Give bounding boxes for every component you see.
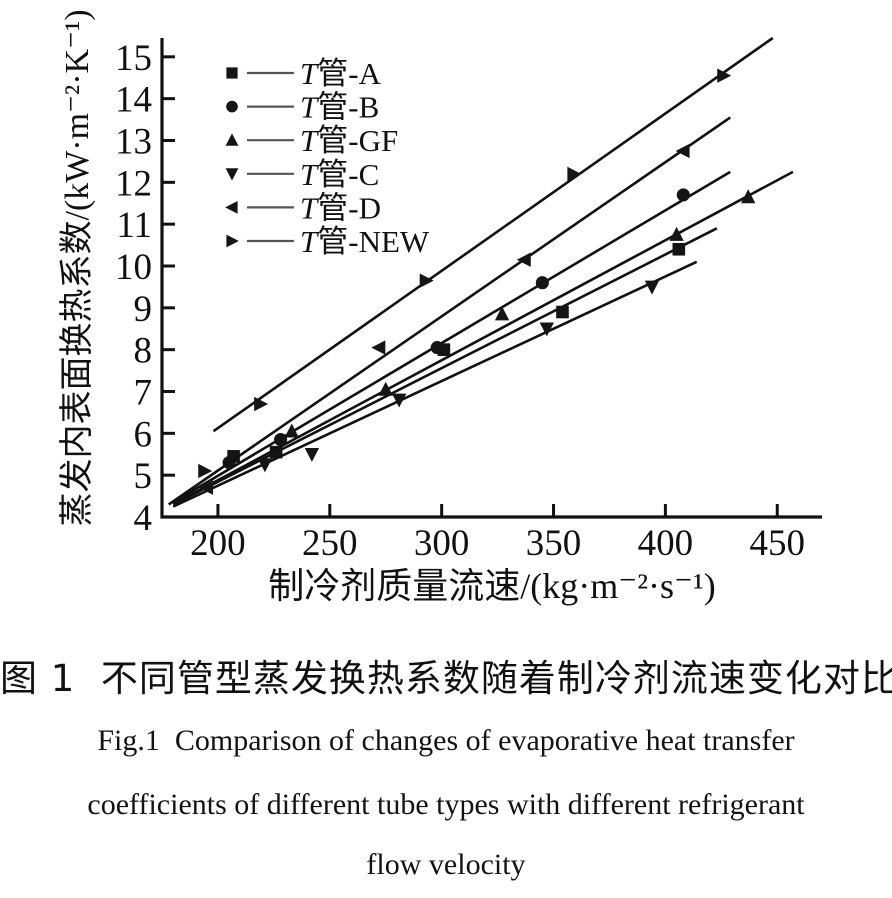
legend-label: T管-D (300, 190, 381, 225)
legend-item-T管-NEW: T管-NEW (226, 224, 430, 259)
marker-triangle-down (304, 447, 320, 462)
marker-triangle-left (516, 252, 531, 267)
legend-label: T管-NEW (300, 224, 430, 259)
marker-triangle-up (378, 381, 393, 396)
marker-triangle-up (284, 423, 299, 438)
legend-label: T管-A (300, 56, 382, 91)
marker-triangle-up (225, 133, 239, 146)
marker-square (226, 67, 238, 79)
marker-circle (535, 276, 549, 290)
legend-item-T管-C: T管-C (225, 157, 379, 192)
marker-triangle-down (539, 322, 554, 337)
marker-triangle-left (225, 201, 238, 214)
marker-triangle-right (567, 166, 582, 182)
y-axis-label: 蒸发内表面换热系数/(kW·m⁻²·K⁻¹) (58, 9, 96, 526)
x-tick-label: 400 (638, 523, 694, 564)
marker-triangle-up (740, 189, 756, 204)
fit-line (172, 260, 698, 508)
legend-item-T管-GF: T管-GF (225, 123, 398, 158)
marker-triangle-down (391, 393, 407, 408)
legend-item-T管-A: T管-A (226, 56, 382, 91)
fit-line (167, 116, 732, 506)
x-tick-label: 450 (750, 523, 806, 564)
marker-triangle-right (717, 68, 732, 83)
legend-label: T管-C (300, 157, 379, 192)
y-tick-label: 9 (134, 289, 153, 330)
legend-item-T管-B: T管-B (226, 90, 379, 125)
x-tick-label: 300 (414, 523, 470, 564)
y-tick-label: 5 (134, 456, 153, 497)
y-tick-label: 10 (115, 247, 152, 288)
marker-triangle-right (198, 463, 213, 479)
marker-square (269, 445, 283, 459)
figure-caption-english-line1: Fig.1 Comparison of changes of evaporati… (97, 724, 795, 757)
marker-circle (676, 188, 690, 202)
marker-triangle-up (669, 226, 684, 241)
marker-square (672, 242, 686, 256)
marker-triangle-up (494, 306, 510, 321)
marker-triangle-left (675, 143, 690, 159)
series-T管-C (172, 260, 698, 508)
y-tick-label: 13 (115, 121, 152, 162)
y-tick-label: 4 (134, 498, 153, 539)
series-T管-D (167, 116, 732, 506)
marker-triangle-left (371, 340, 386, 355)
marker-circle (430, 341, 444, 355)
y-tick-label: 11 (116, 205, 152, 246)
fit-line (183, 170, 794, 500)
marker-triangle-right (419, 273, 434, 288)
y-tick-label: 14 (115, 80, 152, 121)
y-tick-label: 12 (115, 163, 152, 204)
fit-line (212, 36, 774, 433)
marker-triangle-right (254, 396, 269, 412)
marker-triangle-down (257, 458, 273, 473)
y-tick-label: 6 (134, 414, 153, 455)
series-T管-NEW (198, 36, 774, 479)
series-T管-GF (183, 170, 794, 500)
marker-triangle-down (644, 280, 660, 295)
evaporative-heat-transfer-chart: 200 250 300 350 400 450 4 5 6 7 8 9 10 11 12 13 14 15 制冷剂质… (58, 9, 822, 606)
marker-circle (274, 433, 288, 447)
x-axis-label: 制冷剂质量流速/(kg·m⁻²·s⁻¹) (268, 566, 716, 606)
legend-label: T管-GF (300, 123, 398, 158)
y-tick-label: 8 (134, 331, 153, 372)
x-tick-label: 250 (302, 523, 358, 564)
marker-triangle-left (199, 480, 214, 495)
legend-item-T管-D: T管-D (225, 190, 381, 225)
x-tick-label: 200 (190, 523, 246, 564)
figure-caption-english-line2: coefficients of different tube types wit… (87, 788, 805, 821)
y-tick-label: 7 (134, 372, 153, 413)
legend-label: T管-B (300, 90, 379, 125)
x-tick-label: 350 (526, 523, 582, 564)
marker-square (556, 305, 569, 319)
series-T管-B (172, 170, 731, 504)
figure-caption-chinese: 图 1 不同管型蒸发换热系数随着制冷剂流速变化对比 (0, 657, 892, 700)
plot-axes (160, 38, 822, 519)
marker-triangle-right (226, 234, 239, 248)
marker-triangle-down (225, 168, 239, 181)
fit-line (172, 170, 731, 504)
marker-circle (226, 100, 238, 113)
y-tick-label: 15 (115, 38, 152, 79)
figure-caption-english-line3: flow velocity (366, 848, 526, 881)
